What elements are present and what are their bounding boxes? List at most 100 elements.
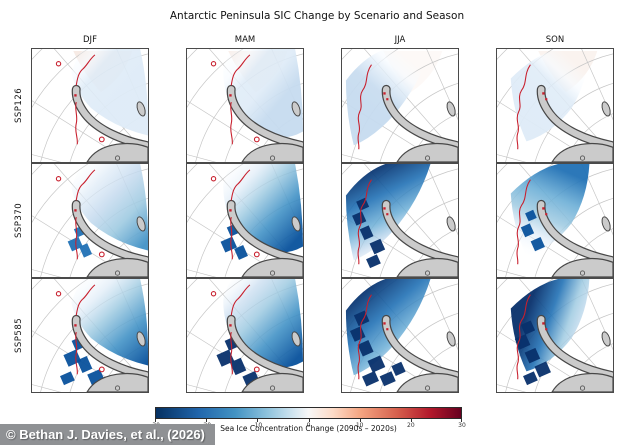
column-header-djf: DJF [83,35,97,45]
colorbar-tick-label: -10 [252,422,263,429]
mainland-land [86,257,148,277]
row-label-ssp370: SSP370 [14,202,24,239]
sic-loss-field [510,164,590,257]
peninsula-land [72,86,148,149]
colorbar-gradient [155,407,462,419]
peninsula-land [537,86,613,149]
island-land [291,331,301,347]
graticule [342,49,458,162]
colorbar-tick-label: 20 [407,422,415,429]
peninsula-land [382,86,458,149]
colorbar-tick [359,419,361,422]
map-panel-ssp126-jja [341,48,459,163]
peninsula-land [382,201,458,264]
map-panel-ssp370-son [496,163,614,278]
sic-loss-grid-cells [349,310,406,387]
peninsula-land [227,201,303,264]
island-land [446,216,456,232]
peninsula-land [72,316,148,379]
column-header-jja: JJA [394,35,406,45]
sic-loss-field [510,49,590,142]
island-land [446,101,456,117]
peninsula-land [537,316,613,379]
peninsula-land [227,86,303,149]
sic-loss-grid-cells [514,320,551,386]
island-land [601,331,611,347]
map-panel-ssp585-djf [31,278,149,393]
islet-land [114,155,121,161]
sea-ice-edge-contour [55,54,105,145]
peninsula-land [382,316,458,379]
credit-badge: © Bethan J. Davies, et al., (2026) [0,424,215,445]
islet-land [424,155,431,161]
column-header-mam: MAM [234,35,256,45]
sic-loss-grid-cells [220,223,248,260]
islet-land [269,270,276,276]
colorbar-tick [308,419,310,422]
sea-ice-edge-contour [55,169,105,260]
colorbar-tick [155,419,156,422]
sea-ice-edge-contour [357,64,389,150]
map-panel-ssp370-jja [341,163,459,278]
island-land [136,216,146,232]
graticule [342,164,458,277]
colorbar-tick [257,419,259,422]
island-land [601,216,611,232]
mainland-land [396,372,458,392]
map-panel-ssp126-mam [186,48,304,163]
mainland-land [396,257,458,277]
colorbar-tick [461,419,462,422]
colorbar-tick-label: 10 [355,422,364,429]
island-land [136,331,146,347]
sic-loss-field [71,49,148,136]
island-land [291,216,301,232]
colorbar-tick-label: 0 [306,422,311,429]
sea-ice-edge-contour [210,284,260,375]
colorbar-label: Sea Ice Concentration Change (2090s – 20… [220,424,397,433]
row-label-ssp126: SSP126 [14,87,24,124]
mainland-land [86,142,148,162]
sic-loss-grid-cells [520,209,545,252]
sic-loss-grid-cells [352,197,386,269]
islet-land [424,270,431,276]
mainland-land [551,372,613,392]
graticule [342,279,458,392]
row-label-ssp585: SSP585 [14,317,24,354]
islet-land [269,385,276,391]
sea-ice-edge-contour [55,284,105,375]
sic-loss-field [510,279,590,372]
peninsula-land [72,201,148,264]
sea-ice-edge-contour [516,294,548,380]
sea-ice-edge-contour [210,54,260,145]
islet-land [579,385,586,391]
sic-loss-field [71,164,148,251]
islet-land [579,155,586,161]
map-panel-ssp585-jja [341,278,459,393]
map-panel-ssp126-djf [31,48,149,163]
colorbar-tick [206,419,208,422]
mainland-land [86,372,148,392]
figure-title: Antarctic Peninsula SIC Change by Scenar… [169,10,465,22]
map-panel-ssp370-djf [31,163,149,278]
mainland-land [551,142,613,162]
mainland-land [241,142,303,162]
sea-ice-edge-contour [357,294,389,380]
mainland-land [551,257,613,277]
map-panel-ssp370-mam [186,163,304,278]
islet-land [114,270,121,276]
sic-loss-field [71,279,148,366]
sea-ice-edge-contour [357,179,389,265]
colorbar-tick [410,419,412,422]
mainland-land [241,372,303,392]
colorbar-tick-label: 30 [458,422,466,429]
islet-land [114,385,121,391]
column-header-son: SON [545,35,565,45]
islet-land [424,385,431,391]
mainland-land [241,257,303,277]
sic-loss-grid-cells [60,336,105,386]
sea-ice-edge-contour [516,64,548,150]
map-panel-ssp585-mam [186,278,304,393]
map-panel-ssp126-son [496,48,614,163]
island-land [601,101,611,117]
